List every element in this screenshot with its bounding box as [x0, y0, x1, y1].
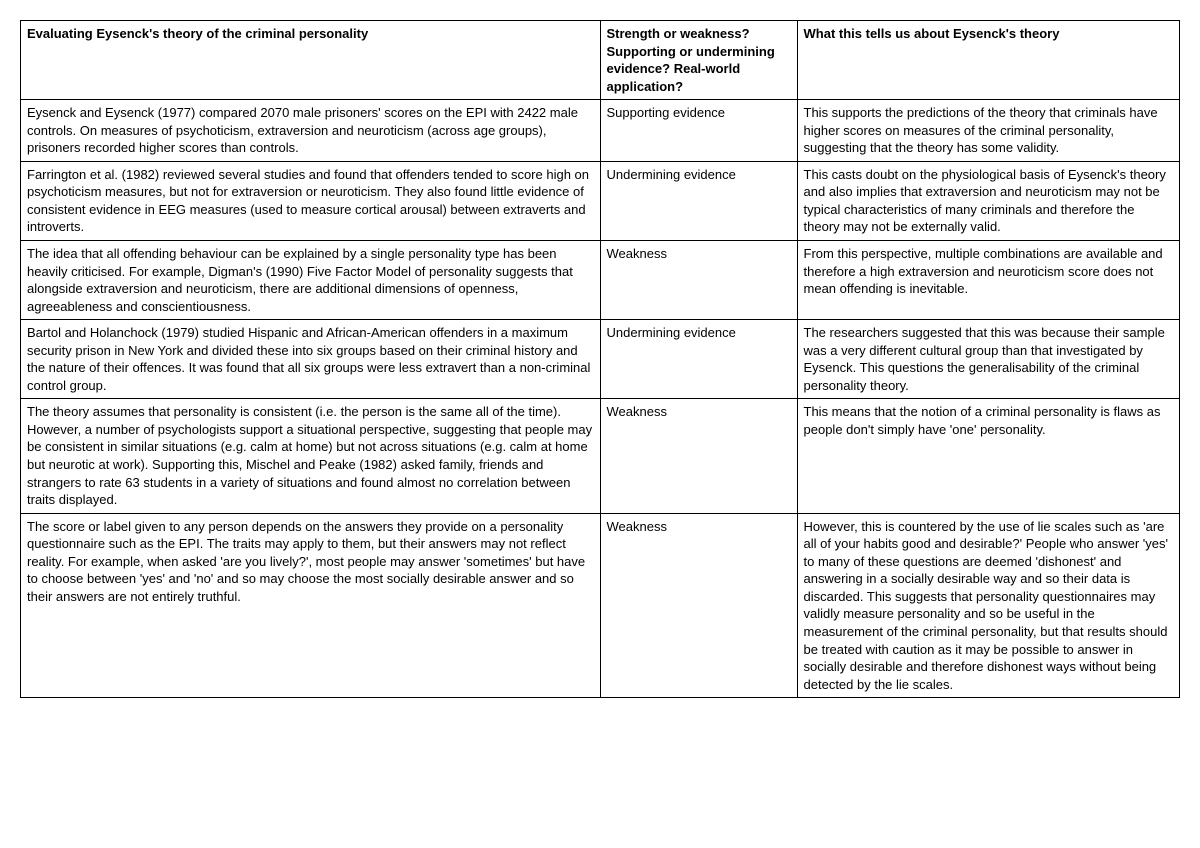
header-col-2: Strength or weakness? Supporting or unde… [600, 21, 797, 100]
table-row: The idea that all offending behaviour ca… [21, 241, 1180, 320]
cell-evaluation: The theory assumes that personality is c… [21, 399, 601, 513]
table-row: Bartol and Holanchock (1979) studied His… [21, 320, 1180, 399]
cell-evaluation: The score or label given to any person d… [21, 513, 601, 697]
cell-conclusion: This casts doubt on the physiological ba… [797, 161, 1179, 240]
cell-type: Undermining evidence [600, 161, 797, 240]
table-header-row: Evaluating Eysenck's theory of the crimi… [21, 21, 1180, 100]
evaluation-table: Evaluating Eysenck's theory of the crimi… [20, 20, 1180, 698]
table-row: The theory assumes that personality is c… [21, 399, 1180, 513]
table-row: The score or label given to any person d… [21, 513, 1180, 697]
cell-evaluation: Farrington et al. (1982) reviewed severa… [21, 161, 601, 240]
table-row: Eysenck and Eysenck (1977) compared 2070… [21, 100, 1180, 162]
cell-evaluation: Eysenck and Eysenck (1977) compared 2070… [21, 100, 601, 162]
cell-conclusion: This supports the predictions of the the… [797, 100, 1179, 162]
cell-conclusion: This means that the notion of a criminal… [797, 399, 1179, 513]
cell-type: Supporting evidence [600, 100, 797, 162]
header-col-3: What this tells us about Eysenck's theor… [797, 21, 1179, 100]
cell-conclusion: However, this is countered by the use of… [797, 513, 1179, 697]
cell-evaluation: Bartol and Holanchock (1979) studied His… [21, 320, 601, 399]
cell-type: Weakness [600, 513, 797, 697]
header-col-1: Evaluating Eysenck's theory of the crimi… [21, 21, 601, 100]
cell-type: Undermining evidence [600, 320, 797, 399]
cell-type: Weakness [600, 241, 797, 320]
cell-conclusion: The researchers suggested that this was … [797, 320, 1179, 399]
cell-evaluation: The idea that all offending behaviour ca… [21, 241, 601, 320]
table-row: Farrington et al. (1982) reviewed severa… [21, 161, 1180, 240]
cell-type: Weakness [600, 399, 797, 513]
cell-conclusion: From this perspective, multiple combinat… [797, 241, 1179, 320]
